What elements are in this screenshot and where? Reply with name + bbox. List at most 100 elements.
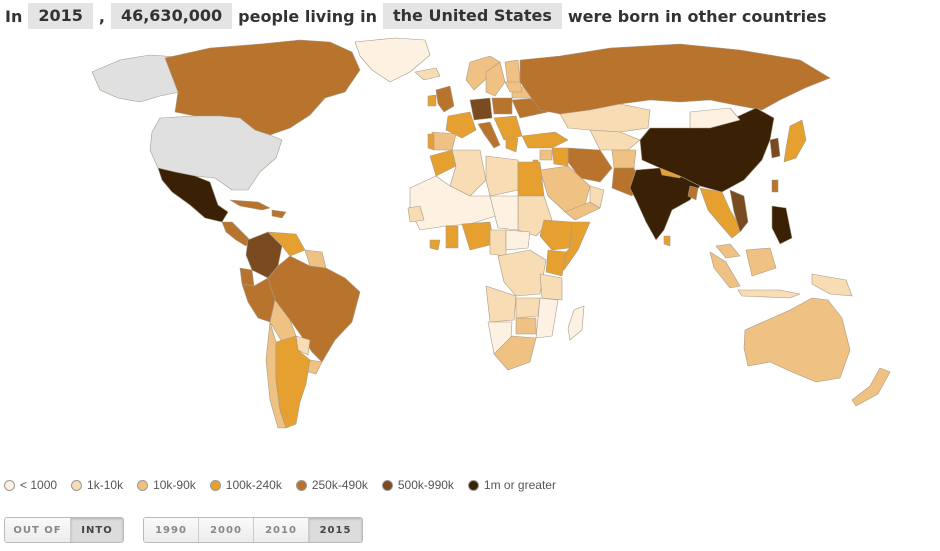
country-congo-drc[interactable] — [497, 249, 547, 297]
country-sri-lanka[interactable] — [663, 235, 671, 247]
country-iraq[interactable] — [551, 147, 569, 167]
country-zimbabwe[interactable] — [515, 317, 537, 335]
country-madagascar[interactable] — [567, 305, 585, 341]
country-dominican-republic[interactable] — [271, 209, 287, 219]
legend-swatch — [467, 479, 479, 491]
country-germany[interactable] — [469, 97, 493, 121]
country-taiwan[interactable] — [771, 179, 779, 193]
country-france[interactable] — [445, 111, 477, 139]
country-ghana[interactable] — [445, 225, 459, 249]
legend-swatch — [209, 479, 221, 491]
country-spain[interactable] — [431, 131, 457, 151]
country-zambia[interactable] — [515, 297, 541, 319]
country-afghanistan[interactable] — [611, 149, 637, 169]
country-iceland[interactable] — [414, 67, 441, 81]
country-ethiopia[interactable] — [539, 219, 573, 251]
year-2010-button[interactable]: 2010 — [254, 518, 309, 542]
country-oman[interactable] — [589, 185, 605, 209]
country-uk[interactable] — [435, 85, 455, 113]
region-baltics[interactable] — [504, 81, 523, 93]
country-tanzania[interactable] — [539, 273, 563, 301]
country-egypt[interactable] — [517, 161, 545, 197]
country-indonesia-islands[interactable] — [737, 289, 801, 299]
country-kazakhstan[interactable] — [559, 103, 651, 133]
country-norway[interactable] — [465, 55, 501, 91]
country-selector[interactable]: the United States — [383, 3, 562, 29]
region-indochina[interactable] — [699, 187, 743, 239]
country-indonesia-borneo[interactable] — [745, 247, 777, 277]
into-button[interactable]: INTO — [71, 518, 123, 542]
legend-item: 100k-240k — [209, 478, 282, 492]
country-korea[interactable] — [769, 137, 781, 159]
legend-swatch — [295, 479, 307, 491]
legend-swatch — [381, 479, 393, 491]
country-libya[interactable] — [485, 155, 519, 197]
legend-label: 1m or greater — [483, 478, 556, 492]
country-bolivia[interactable] — [269, 299, 297, 343]
legend-label: 500k-990k — [397, 478, 454, 492]
country-argentina[interactable] — [275, 335, 311, 429]
country-mozambique[interactable] — [535, 297, 559, 339]
country-mongolia[interactable] — [689, 107, 741, 129]
country-italy[interactable] — [477, 121, 501, 149]
country-indonesia-sumatra[interactable] — [709, 251, 741, 289]
legend: < 1000 1k-10k 10k-90k 100k-240k 250k-490… — [4, 476, 556, 494]
year-1990-button[interactable]: 1990 — [144, 518, 199, 542]
legend-label: 250k-490k — [311, 478, 368, 492]
country-central-african-rep[interactable] — [505, 229, 531, 251]
country-russia[interactable] — [519, 43, 831, 115]
region-balkans[interactable] — [493, 115, 523, 141]
legend-item: 500k-990k — [381, 478, 454, 492]
country-bangladesh[interactable] — [687, 185, 699, 201]
country-greenland[interactable] — [354, 37, 431, 83]
country-syria[interactable] — [539, 149, 553, 161]
year-selector[interactable]: 2015 — [28, 3, 93, 29]
country-uruguay[interactable] — [307, 359, 323, 375]
direction-toggle: OUT OF INTO — [4, 517, 124, 543]
out-of-button[interactable]: OUT OF — [5, 518, 71, 542]
country-greece[interactable] — [505, 137, 519, 153]
world-map-svg — [91, 37, 891, 429]
country-australia[interactable] — [743, 297, 851, 383]
year-2015-button[interactable]: 2015 — [309, 518, 362, 542]
country-angola[interactable] — [485, 285, 517, 323]
country-senegal[interactable] — [407, 205, 425, 223]
legend-label: 10k-90k — [153, 478, 196, 492]
country-morocco[interactable] — [429, 149, 457, 177]
country-usa[interactable] — [149, 115, 283, 191]
country-brazil[interactable] — [267, 255, 361, 363]
country-philippines[interactable] — [771, 205, 793, 245]
legend-swatch — [137, 479, 149, 491]
country-cuba[interactable] — [229, 199, 271, 211]
country-malaysia[interactable] — [715, 243, 741, 259]
country-alaska[interactable] — [91, 54, 181, 103]
country-cameroon[interactable] — [489, 229, 507, 257]
headline-middle: people living in — [238, 6, 377, 26]
legend-label: < 1000 — [20, 478, 58, 492]
country-poland[interactable] — [491, 97, 513, 115]
country-ecuador[interactable] — [239, 267, 255, 287]
country-new-zealand[interactable] — [851, 367, 891, 407]
region-central-america[interactable] — [221, 221, 251, 247]
country-portugal[interactable] — [427, 133, 435, 151]
country-sweden[interactable] — [485, 61, 506, 97]
legend-item: 250k-490k — [295, 478, 368, 492]
country-nigeria[interactable] — [461, 221, 495, 251]
country-south-africa[interactable] — [493, 335, 537, 371]
country-ireland[interactable] — [427, 94, 437, 107]
country-turkey[interactable] — [521, 131, 569, 149]
country-vietnam[interactable] — [729, 189, 749, 233]
region-central-asia[interactable] — [589, 129, 641, 151]
headline-suffix: were born in other countries — [567, 6, 827, 26]
country-venezuela[interactable] — [267, 231, 306, 257]
country-chad[interactable] — [489, 195, 519, 231]
headline-prefix: In — [5, 6, 23, 26]
country-liberia[interactable] — [429, 239, 441, 251]
country-japan[interactable] — [783, 119, 807, 163]
country-mexico[interactable] — [157, 167, 229, 223]
country-china[interactable] — [639, 107, 775, 193]
country-kenya[interactable] — [545, 249, 567, 277]
legend-label: 100k-240k — [225, 478, 282, 492]
country-papua-new-guinea[interactable] — [811, 273, 853, 297]
year-2000-button[interactable]: 2000 — [199, 518, 254, 542]
